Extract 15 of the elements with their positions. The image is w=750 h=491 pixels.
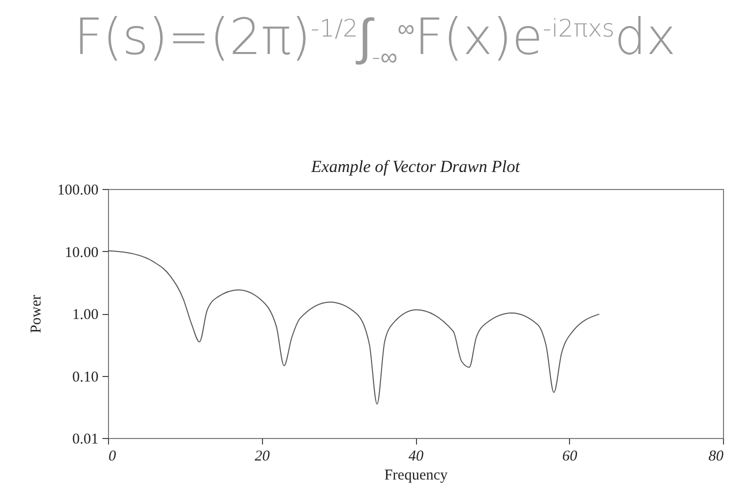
- y-tick-label: 100.00: [57, 182, 98, 198]
- y-tick-label: 1.00: [72, 307, 98, 323]
- x-tick-label: 80: [708, 448, 724, 464]
- x-tick-label: 0: [108, 448, 116, 464]
- line-series: [108, 250, 600, 405]
- x-tick-label: 60: [562, 448, 578, 464]
- y-tick-label: 10.00: [64, 244, 98, 261]
- y-tick-label: 0.10: [72, 369, 98, 386]
- text: F(s)=(2π)$^{-1/2}$∫$_{-∞}$$^{∞}$F(x)e$^{-i2πxs}$dx: [73, 8, 677, 72]
- chart-title: Example of Vector Drawn Plot: [310, 157, 522, 176]
- y-axis-title: Power: [28, 294, 44, 334]
- y-tick-label: 0.01: [72, 432, 98, 448]
- x-tick-label: 40: [408, 448, 424, 464]
- x-axis-title: Frequency: [384, 468, 448, 484]
- x-tick-label: 20: [254, 448, 270, 464]
